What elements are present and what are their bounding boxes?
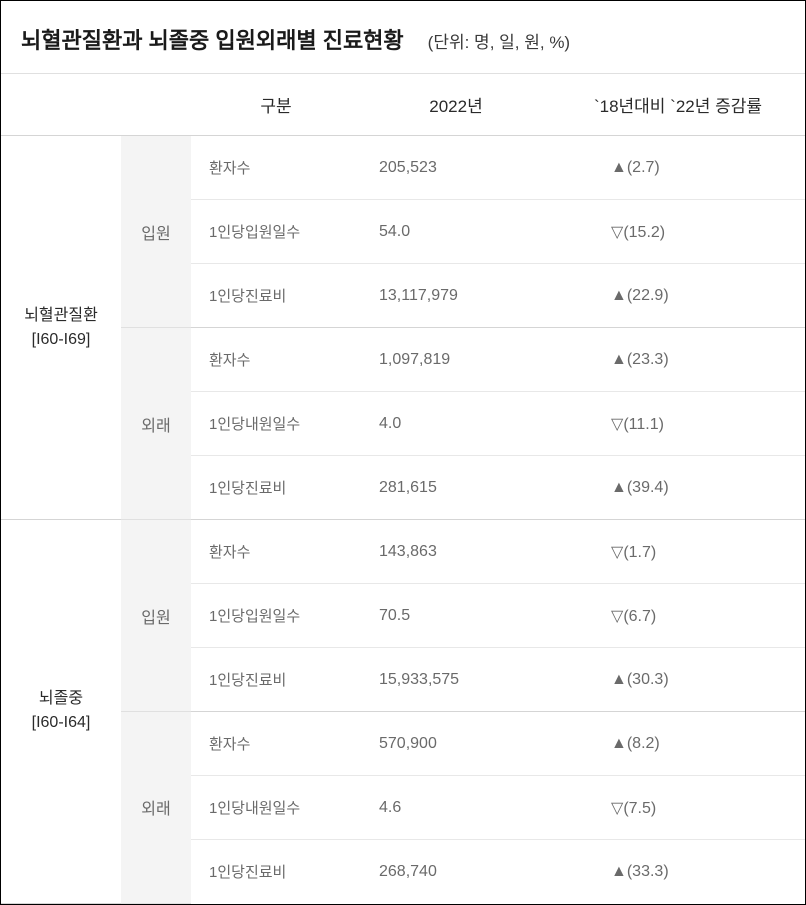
up-icon xyxy=(611,287,627,304)
metric-cell: 환자수 xyxy=(191,136,361,200)
down-icon xyxy=(611,416,623,433)
metric-cell: 1인당진료비 xyxy=(191,840,361,904)
up-icon xyxy=(611,479,627,496)
table-row: 뇌혈관질환 [I60-I69] 입원 환자수 205,523 (2.7) xyxy=(1,136,805,200)
table-container: 뇌혈관질환과 뇌졸중 입원외래별 진료현황 (단위: 명, 일, 원, %) 구… xyxy=(0,0,806,905)
change-cell: (2.7) xyxy=(551,136,805,200)
data-table: 구분 2022년 `18년대비 `22년 증감률 뇌혈관질환 [I60-I69]… xyxy=(1,74,805,904)
up-icon xyxy=(611,863,627,880)
metric-cell: 1인당입원일수 xyxy=(191,200,361,264)
category-line1: 뇌혈관질환 xyxy=(24,307,98,324)
category-cell: 뇌졸중 [I60-I64] xyxy=(1,520,121,904)
down-icon xyxy=(611,800,623,817)
col-classification: 구분 xyxy=(191,74,361,136)
value-cell: 13,117,979 xyxy=(361,264,551,328)
metric-cell: 환자수 xyxy=(191,520,361,584)
header-row: 뇌혈관질환과 뇌졸중 입원외래별 진료현황 (단위: 명, 일, 원, %) xyxy=(1,1,805,74)
change-cell: (15.2) xyxy=(551,200,805,264)
table-row: 외래 환자수 1,097,819 (23.3) xyxy=(1,328,805,392)
value-cell: 70.5 xyxy=(361,584,551,648)
down-icon xyxy=(611,544,623,561)
change-cell: (1.7) xyxy=(551,520,805,584)
type-cell: 외래 xyxy=(121,712,191,904)
change-cell: (11.1) xyxy=(551,392,805,456)
change-cell: (23.3) xyxy=(551,328,805,392)
table-row: 외래 환자수 570,900 (8.2) xyxy=(1,712,805,776)
metric-cell: 1인당입원일수 xyxy=(191,584,361,648)
table-body: 뇌혈관질환 [I60-I69] 입원 환자수 205,523 (2.7) 1인당… xyxy=(1,136,805,904)
change-cell: (39.4) xyxy=(551,456,805,520)
col-blank xyxy=(1,74,121,136)
category-line2: [I60-I69] xyxy=(32,331,91,348)
value-cell: 281,615 xyxy=(361,456,551,520)
col-blank xyxy=(121,74,191,136)
value-cell: 205,523 xyxy=(361,136,551,200)
down-icon xyxy=(611,608,623,625)
change-cell: (30.3) xyxy=(551,648,805,712)
type-cell: 입원 xyxy=(121,136,191,328)
change-cell: (8.2) xyxy=(551,712,805,776)
value-cell: 570,900 xyxy=(361,712,551,776)
page-title: 뇌혈관질환과 뇌졸중 입원외래별 진료현황 xyxy=(21,23,404,55)
category-line2: [I60-I64] xyxy=(32,714,91,731)
metric-cell: 1인당진료비 xyxy=(191,648,361,712)
metric-cell: 1인당내원일수 xyxy=(191,776,361,840)
change-cell: (6.7) xyxy=(551,584,805,648)
value-cell: 1,097,819 xyxy=(361,328,551,392)
type-cell: 입원 xyxy=(121,520,191,712)
category-cell: 뇌혈관질환 [I60-I69] xyxy=(1,136,121,520)
type-cell: 외래 xyxy=(121,328,191,520)
value-cell: 4.0 xyxy=(361,392,551,456)
unit-label: (단위: 명, 일, 원, %) xyxy=(428,28,570,53)
up-icon xyxy=(611,159,627,176)
metric-cell: 1인당내원일수 xyxy=(191,392,361,456)
value-cell: 4.6 xyxy=(361,776,551,840)
value-cell: 15,933,575 xyxy=(361,648,551,712)
header-row: 구분 2022년 `18년대비 `22년 증감률 xyxy=(1,74,805,136)
down-icon xyxy=(611,224,623,241)
metric-cell: 환자수 xyxy=(191,328,361,392)
change-cell: (33.3) xyxy=(551,840,805,904)
value-cell: 268,740 xyxy=(361,840,551,904)
change-cell: (7.5) xyxy=(551,776,805,840)
up-icon xyxy=(611,671,627,688)
up-icon xyxy=(611,735,627,752)
change-cell: (22.9) xyxy=(551,264,805,328)
category-line1: 뇌졸중 xyxy=(39,690,83,707)
value-cell: 54.0 xyxy=(361,200,551,264)
metric-cell: 1인당진료비 xyxy=(191,456,361,520)
value-cell: 143,863 xyxy=(361,520,551,584)
up-icon xyxy=(611,351,627,368)
metric-cell: 1인당진료비 xyxy=(191,264,361,328)
table-row: 뇌졸중 [I60-I64] 입원 환자수 143,863 (1.7) xyxy=(1,520,805,584)
col-year: 2022년 xyxy=(361,74,551,136)
col-change: `18년대비 `22년 증감률 xyxy=(551,74,805,136)
metric-cell: 환자수 xyxy=(191,712,361,776)
